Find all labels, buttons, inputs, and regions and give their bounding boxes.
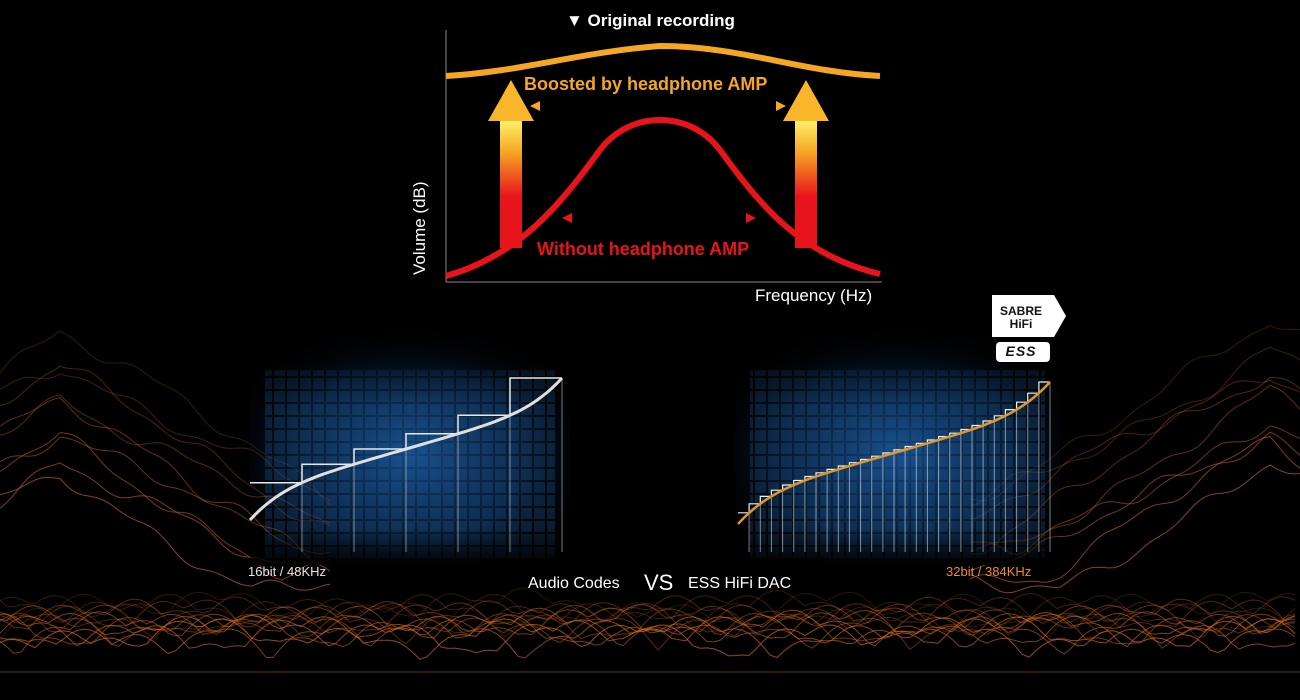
right-marker-red [746, 213, 756, 223]
left-boost-arrow [488, 80, 534, 248]
without-amp-curve [445, 117, 881, 279]
amp-diagram [445, 30, 882, 283]
left-waveform [248, 376, 564, 552]
badge-line2: HiFi [1009, 317, 1033, 331]
vs-label: VS [644, 570, 674, 595]
right-resolution-label: 32bit / 384KHz [946, 564, 1032, 579]
boosted-curve [445, 42, 881, 79]
y-axis-label: Volume (dB) [410, 181, 429, 275]
ess-dac-label: ESS HiFi DAC [688, 575, 792, 592]
left-marker-red [562, 213, 572, 223]
x-axis-label: Frequency (Hz) [755, 286, 873, 305]
boosted-label: Boosted by headphone AMP [524, 74, 768, 94]
original-recording-title: ▼ Original recording [566, 11, 735, 30]
sabre-hifi-badge: SABRE HiFi ESS [990, 293, 1070, 365]
left-resolution-label: 16bit / 48KHz [248, 564, 327, 579]
without-amp-label: Without headphone AMP [537, 239, 750, 259]
right-waveform [737, 381, 1051, 552]
badge-line1: SABRE [999, 304, 1042, 318]
badge-ess-logo: ESS [1005, 343, 1037, 359]
left-grid-panel [250, 320, 570, 565]
right-boost-arrow [783, 80, 829, 248]
right-marker-orange [776, 101, 786, 111]
left-marker-orange [530, 101, 540, 111]
sabre-badge-shape [992, 295, 1066, 362]
audio-codes-label: Audio Codes [528, 575, 620, 592]
terrain-background [0, 325, 1300, 660]
